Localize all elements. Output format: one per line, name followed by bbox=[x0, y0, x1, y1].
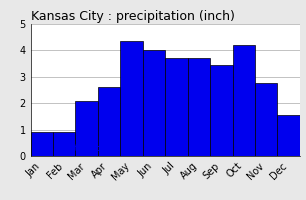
Bar bbox=[188, 58, 210, 156]
Bar bbox=[76, 101, 98, 156]
Bar bbox=[165, 58, 188, 156]
Bar bbox=[255, 83, 278, 156]
Bar bbox=[31, 132, 53, 156]
Bar bbox=[278, 115, 300, 156]
Text: www.allmetsat.com: www.allmetsat.com bbox=[33, 144, 108, 153]
Bar bbox=[233, 45, 255, 156]
Bar bbox=[120, 41, 143, 156]
Text: Kansas City : precipitation (inch): Kansas City : precipitation (inch) bbox=[31, 10, 234, 23]
Bar bbox=[143, 50, 165, 156]
Bar bbox=[98, 87, 120, 156]
Bar bbox=[210, 65, 233, 156]
Bar bbox=[53, 132, 76, 156]
